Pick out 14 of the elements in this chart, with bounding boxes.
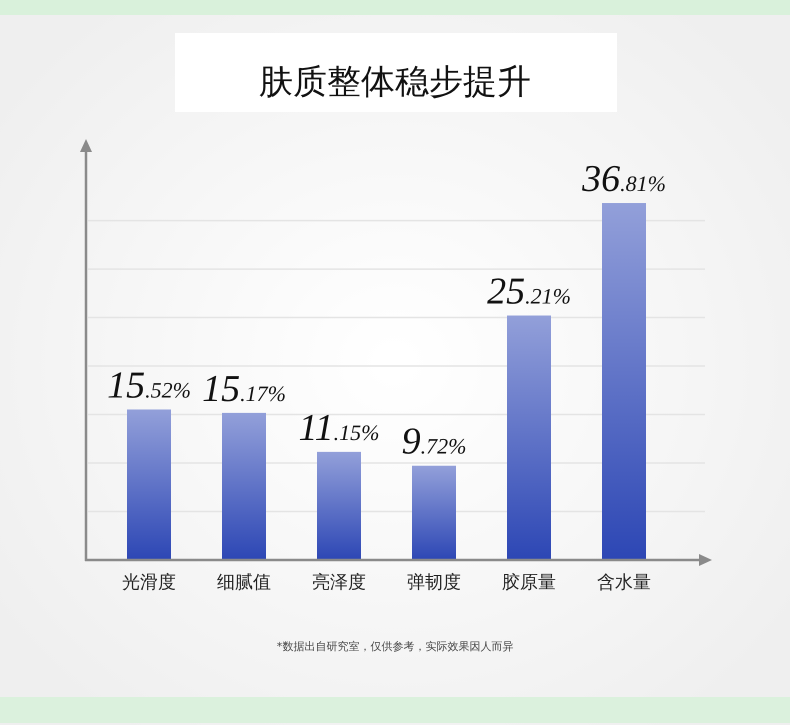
data-label: 9.72% — [402, 420, 466, 463]
x-tick-label: 细腻值 — [217, 572, 271, 593]
data-label: 15.17% — [202, 368, 286, 410]
annotation: *数据出自研究室，仅供参考，实际效果因人而异 — [276, 640, 514, 653]
title: 肤质整体稳步提升 — [259, 62, 531, 102]
x-tick-label: 胶原量 — [502, 572, 556, 593]
x-tick-label: 亮泽度 — [312, 572, 366, 593]
data-label: 25.21% — [487, 270, 571, 313]
x-tick-label: 弹韧度 — [407, 572, 461, 593]
x-tick-label: 光滑度 — [122, 572, 176, 593]
data-label: 15.52% — [107, 364, 191, 406]
x-tick-label: 含水量 — [597, 572, 651, 593]
data-label: 11.15% — [298, 406, 380, 449]
data-label: 36.81% — [582, 158, 666, 200]
